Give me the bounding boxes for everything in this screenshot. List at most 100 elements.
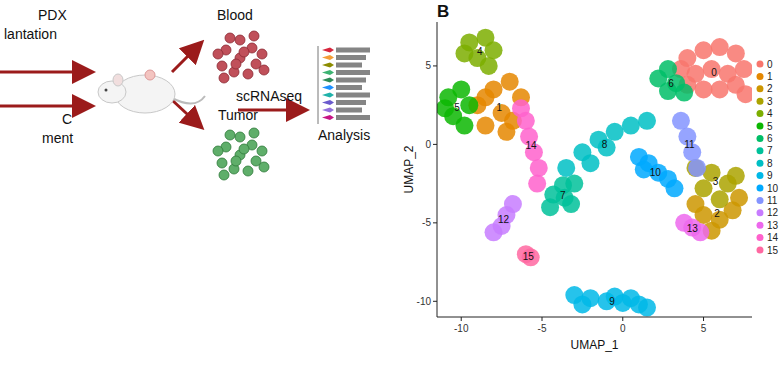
blood-cell: [225, 33, 235, 43]
tumor-cell: [225, 130, 235, 140]
cluster-label: 7: [560, 190, 566, 201]
point: [530, 159, 548, 177]
cluster-label: 11: [684, 139, 695, 150]
blood-cell: [235, 35, 245, 45]
diagram-label: PDX: [38, 7, 67, 23]
thumb-dots: [336, 115, 370, 120]
cluster-label: 5: [454, 102, 460, 113]
legend-swatch: [757, 222, 764, 229]
y-tick-label: 0: [425, 139, 431, 150]
legend-label: 6: [767, 133, 773, 144]
arrow: [172, 44, 200, 72]
thumb-dots: [336, 100, 366, 105]
blood-cell: [239, 47, 249, 57]
thumb-dots: [336, 93, 370, 98]
tumor-cell: [231, 156, 241, 166]
point: [711, 190, 729, 208]
thumb-violin: [322, 48, 334, 53]
legend-label: 15: [767, 245, 779, 256]
tumor-cell: [217, 158, 227, 168]
legend-swatch: [757, 160, 764, 167]
legend-swatch: [757, 197, 764, 204]
cluster-label: 15: [523, 251, 535, 262]
point: [455, 44, 473, 62]
legend-label: 13: [767, 220, 779, 231]
thumb-violin: [322, 100, 334, 105]
point: [485, 41, 503, 59]
legend-swatch: [757, 209, 764, 216]
y-tick: [433, 222, 437, 223]
legend: 0123456789101112131415: [757, 59, 779, 256]
diagram-label: Blood: [217, 7, 253, 23]
y-tick: [433, 301, 437, 302]
legend-label: 11: [767, 195, 778, 206]
legend-label: 3: [767, 96, 773, 107]
diagram-label: scRNAseq: [236, 88, 302, 104]
thumb-dots: [336, 48, 370, 53]
cluster-label: 1: [497, 102, 503, 113]
cluster-label: 4: [477, 46, 483, 57]
diagram-label: C: [62, 111, 72, 127]
legend-swatch: [757, 135, 764, 142]
point: [460, 96, 478, 114]
point: [665, 179, 683, 197]
point: [695, 41, 713, 59]
thumb-dots: [336, 85, 362, 90]
point: [437, 99, 454, 117]
thumb-dots: [336, 55, 366, 60]
x-tick-label: 0: [620, 323, 626, 334]
point: [528, 175, 546, 193]
blood-cell: [219, 73, 229, 83]
y-axis-title: UMAP_2: [402, 145, 416, 193]
point: [675, 84, 693, 102]
point: [581, 154, 599, 172]
mouse-tail: [172, 96, 205, 104]
point: [695, 80, 713, 98]
legend-label: 9: [767, 170, 773, 181]
tumor-cell: [257, 146, 267, 156]
tumor-implant: [145, 70, 155, 80]
point: [622, 289, 640, 307]
blood-cell: [257, 49, 267, 59]
diagram-label: ment: [42, 130, 73, 146]
point: [476, 117, 494, 135]
point: [504, 195, 522, 213]
blood-cell: [259, 65, 269, 75]
points: [437, 29, 752, 317]
point: [480, 57, 498, 75]
diagram-label: lantation: [4, 26, 57, 42]
blood-cell: [213, 49, 223, 59]
legend-swatch: [757, 234, 764, 241]
thumb-violin: [322, 115, 334, 120]
legend-swatch: [757, 172, 764, 179]
legend-label: 5: [767, 121, 773, 132]
cluster-label: 6: [668, 78, 674, 89]
point: [695, 179, 713, 197]
tumor-cell: [259, 162, 269, 172]
legend-swatch: [757, 98, 764, 105]
thumb-dots: [336, 108, 362, 113]
x-tick: [542, 317, 543, 321]
point: [452, 80, 470, 98]
thumb-violin: [322, 55, 334, 60]
thumb-dots: [336, 78, 366, 83]
point: [622, 117, 640, 135]
y-tick-label: -10: [417, 296, 432, 307]
point: [711, 80, 729, 98]
point: [501, 73, 519, 91]
legend-label: 10: [767, 183, 779, 194]
tumor-cell: [249, 128, 259, 138]
thumb-dots: [336, 63, 362, 68]
point: [455, 117, 473, 135]
legend-swatch: [757, 61, 764, 68]
legend-swatch: [757, 73, 764, 80]
arrow: [0, 71, 90, 74]
mouse-ear: [113, 74, 123, 86]
thumb-axis: [318, 46, 319, 124]
y-tick: [433, 65, 437, 66]
legend-label: 4: [767, 108, 773, 119]
point: [703, 60, 721, 78]
legend-swatch: [757, 147, 764, 154]
point: [711, 38, 729, 56]
diagram-label: Analysis: [318, 127, 370, 143]
